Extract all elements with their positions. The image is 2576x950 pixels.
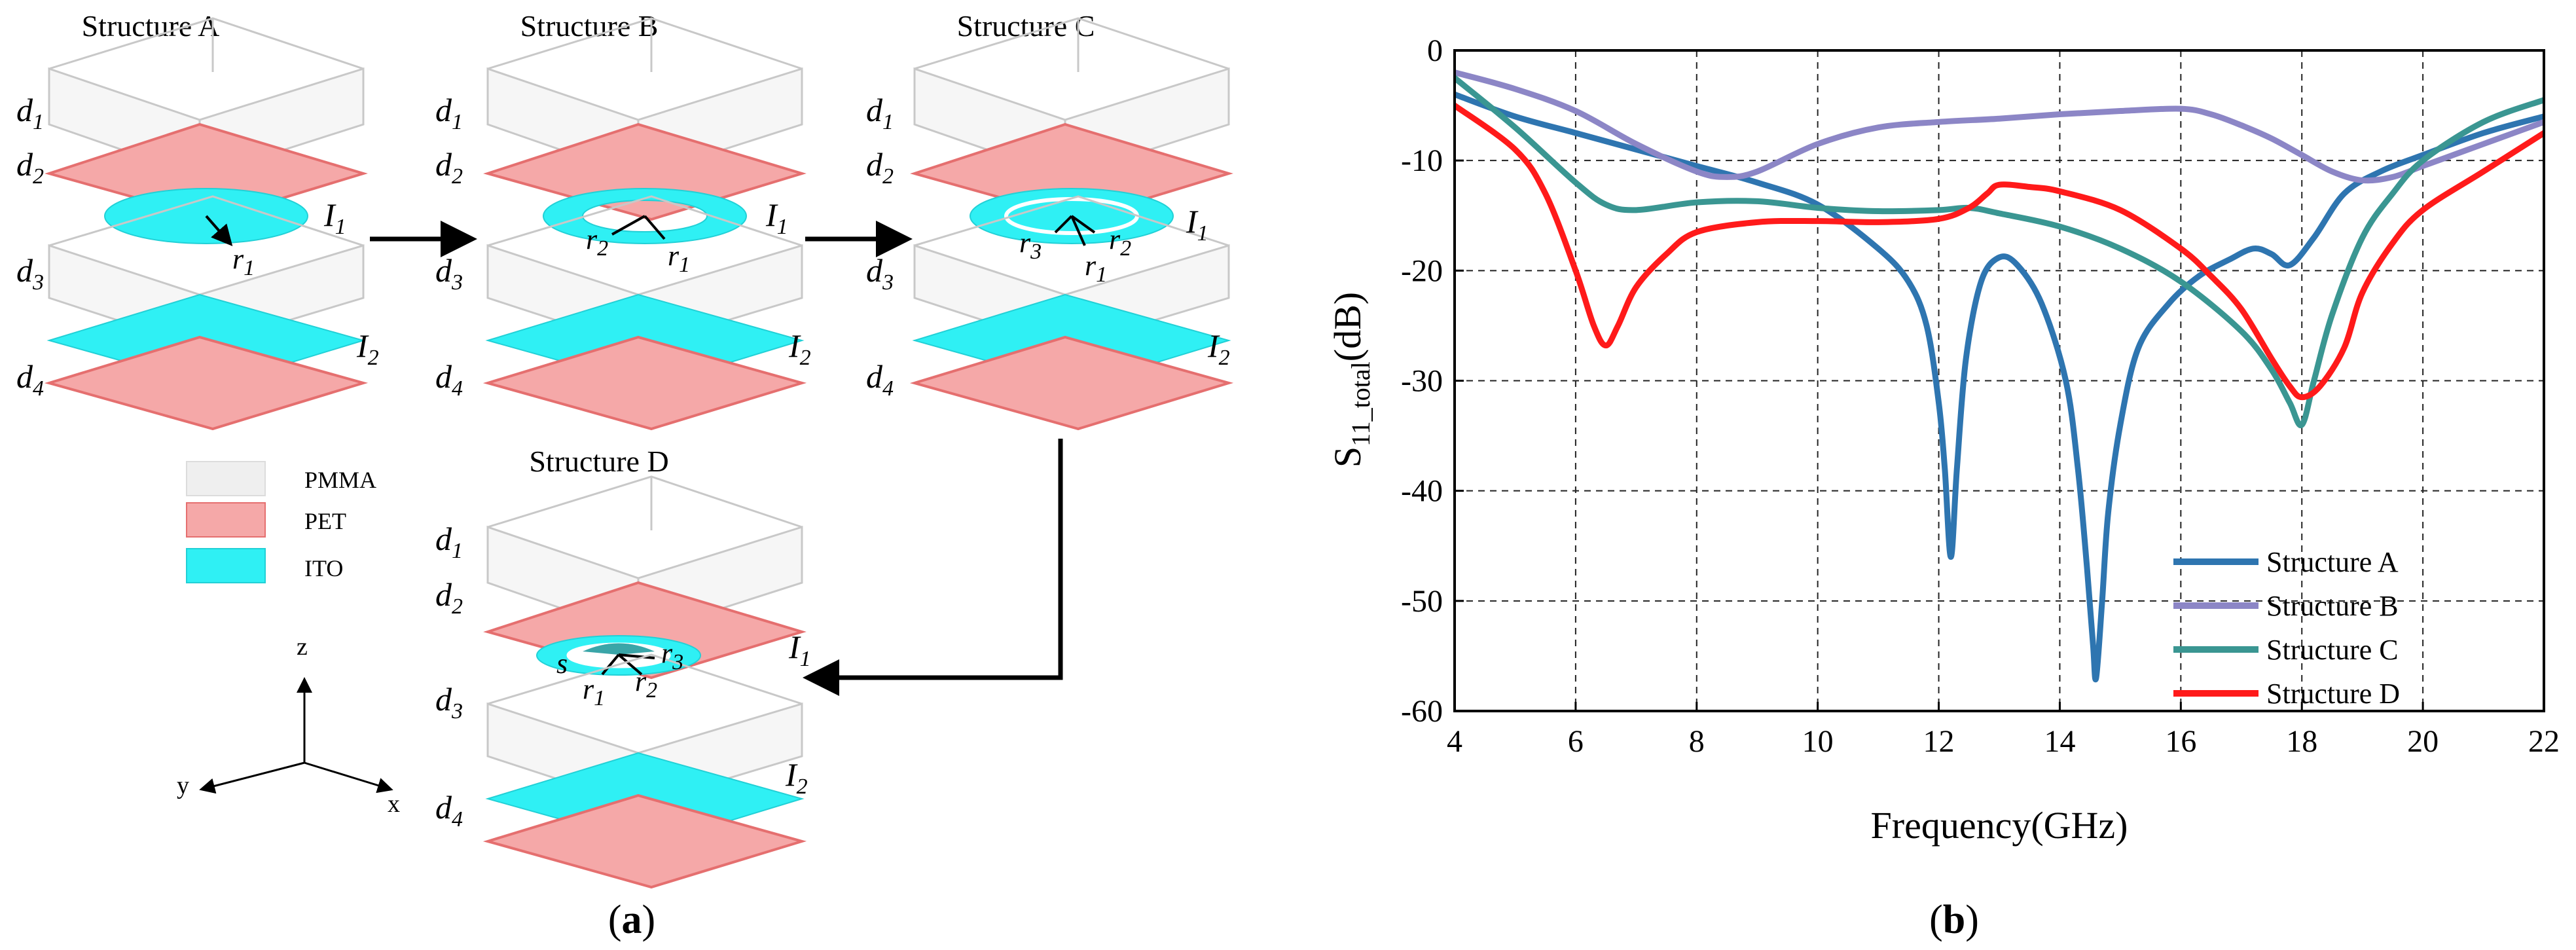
legend-label-pet: PET xyxy=(304,508,346,534)
legend-label-structure-a: Structure A xyxy=(2266,546,2399,578)
x-tick-label: 20 xyxy=(2407,724,2439,759)
layer-label-d2: d2 xyxy=(16,146,44,189)
chart-legend: Structure A Structure B Structure C Stru… xyxy=(2173,546,2400,710)
layer-label-d1: d1 xyxy=(435,92,463,134)
radius-label-r1: r1 xyxy=(1085,249,1107,287)
layer-label-d4: d4 xyxy=(435,789,463,831)
radius-arrows xyxy=(611,215,666,240)
layer-label-d1: d1 xyxy=(16,92,44,134)
s11-chart: 4 6 8 10 12 14 16 18 20 22 0 -10 -20 -30 -40 -50 -60 Fre… xyxy=(1326,33,2560,942)
ito-label-i2: I2 xyxy=(356,327,379,370)
y-tick-label: -40 xyxy=(1401,474,1443,509)
x-tick-label: 8 xyxy=(1689,724,1705,759)
pet-layer-d4 xyxy=(909,335,1234,431)
radius-label-r2: r2 xyxy=(635,665,657,703)
series-line-structure-c xyxy=(1455,75,2544,429)
y-tick-label: -20 xyxy=(1401,253,1443,288)
y-tick-label: 0 xyxy=(1427,33,1443,68)
layer-label-d3: d3 xyxy=(866,252,894,295)
legend-swatch-pmma xyxy=(186,461,266,496)
radius-label-r3: r3 xyxy=(661,637,683,674)
series-line-structure-b xyxy=(1455,69,2544,184)
legend-label-ito: ITO xyxy=(304,555,343,581)
x-tick-label: 10 xyxy=(1802,724,1834,759)
gap-label-s: s xyxy=(556,648,568,680)
x-tick-label: 16 xyxy=(2165,724,2196,759)
x-tick-label: 18 xyxy=(2286,724,2317,759)
z-axis-label: z xyxy=(297,633,308,661)
ito-inner-sector xyxy=(583,643,655,655)
legend-label-pmma: PMMA xyxy=(304,467,376,493)
structure-a: Structure A d1 d2 d3 d4 r1 I1 I2 xyxy=(16,9,379,431)
y-axis-label: y xyxy=(177,772,189,799)
structure-d: Structure D d1 d2 d3 d4 s r3 r1 r2 I1 I2 xyxy=(435,445,811,889)
layer-label-d1: d1 xyxy=(435,521,463,563)
ito-label-i1: I1 xyxy=(323,196,346,239)
radius-label-r1: r1 xyxy=(583,673,605,710)
legend-label-structure-d: Structure D xyxy=(2266,678,2400,710)
y-tick-label: -50 xyxy=(1401,584,1443,619)
ito-label-i1: I1 xyxy=(765,196,788,239)
ito-label-i1: I1 xyxy=(788,629,811,671)
panel-a: Structure A d1 d2 d3 d4 r1 I1 I2 xyxy=(16,9,1234,942)
radius-label-r2: r2 xyxy=(586,223,608,261)
panel-label-a: (a) xyxy=(608,898,655,942)
legend-label-structure-b: Structure B xyxy=(2266,590,2399,622)
pet-layer-d4 xyxy=(482,335,807,431)
structure-d-title: Structure D xyxy=(529,445,668,478)
layer-label-d3: d3 xyxy=(435,681,463,723)
x-tick-label: 14 xyxy=(2044,724,2075,759)
material-legend: PMMA PET ITO xyxy=(186,461,376,583)
y-tick-label: -60 xyxy=(1401,694,1443,729)
y-axis xyxy=(199,761,305,794)
x-tick-label: 22 xyxy=(2528,724,2560,759)
y-axis-title: S11_total(dB) xyxy=(1326,292,1375,467)
x-axis-label: x xyxy=(388,790,400,818)
structure-c: Structure C d1 d2 d3 d4 r3 r2 r1 I1 I2 xyxy=(866,9,1234,431)
ito-label-i2: I2 xyxy=(785,756,808,799)
radius-arrows xyxy=(601,653,655,676)
chart-series xyxy=(1455,69,2544,683)
radius-label-r1: r1 xyxy=(232,243,255,280)
structure-b: Structure B d1 d2 d3 d4 r2 r1 I1 I2 xyxy=(435,9,811,431)
legend-swatch-ito xyxy=(186,548,266,583)
layer-label-d4: d4 xyxy=(866,358,894,401)
pet-layer-d4 xyxy=(44,335,369,431)
legend-label-structure-c: Structure C xyxy=(2266,634,2399,666)
ito-label-i2: I2 xyxy=(788,327,811,370)
structure-c-title: Structure C xyxy=(957,9,1095,43)
panel-label-b: (b) xyxy=(1929,898,1979,942)
y-tick-label: -10 xyxy=(1401,143,1443,178)
radius-label-r1: r1 xyxy=(668,240,690,277)
layer-label-d4: d4 xyxy=(16,358,44,401)
legend-swatch-pet xyxy=(186,502,266,538)
ito-ring-i1 xyxy=(542,188,748,244)
layer-label-d1: d1 xyxy=(866,92,894,134)
layer-label-d2: d2 xyxy=(435,576,463,619)
layer-label-d4: d4 xyxy=(435,358,463,401)
radius-label-r3: r3 xyxy=(1019,227,1042,264)
x-tick-label: 6 xyxy=(1568,724,1584,759)
x-tick-label: 12 xyxy=(1923,724,1955,759)
layer-label-d3: d3 xyxy=(16,252,44,295)
arrow-c-to-d xyxy=(803,439,1063,696)
radius-arrow xyxy=(205,215,233,247)
radius-label-r2: r2 xyxy=(1109,223,1131,261)
layer-label-d3: d3 xyxy=(435,252,463,295)
layer-label-d2: d2 xyxy=(435,146,463,189)
layer-label-d2: d2 xyxy=(866,146,894,189)
series-line-structure-a xyxy=(1455,91,2544,683)
pet-layer-d4 xyxy=(482,794,807,889)
radius-arrows xyxy=(1054,215,1096,246)
x-axis xyxy=(304,761,393,794)
y-tick-label: -30 xyxy=(1401,364,1443,399)
x-tick-label: 4 xyxy=(1447,724,1462,759)
ito-label-i1: I1 xyxy=(1186,203,1208,246)
ito-label-i2: I2 xyxy=(1207,327,1230,370)
coordinate-axes: z y x xyxy=(177,633,400,818)
series-line-structure-d xyxy=(1455,102,2544,401)
x-axis-title: Frequency(GHz) xyxy=(1871,804,2128,847)
chart-ticks: 4 6 8 10 12 14 16 18 20 22 0 -10 -20 -30 -40 -50 -60 xyxy=(1401,33,2560,759)
